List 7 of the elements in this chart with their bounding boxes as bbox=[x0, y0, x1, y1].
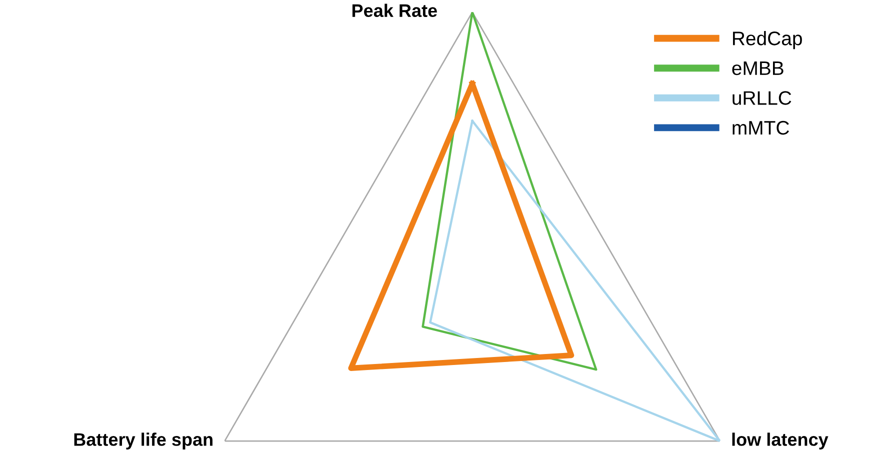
series-label: mMTC bbox=[732, 120, 789, 135]
legend-label: eMBB bbox=[732, 62, 784, 76]
spoke-label: low latency bbox=[732, 432, 828, 450]
legend-label: RedCap bbox=[733, 31, 802, 50]
spoke-label: Peak Rate bbox=[352, 4, 437, 18]
legend-label: uRLLC bbox=[732, 91, 792, 105]
spoke-label: Battery life span bbox=[74, 432, 212, 450]
